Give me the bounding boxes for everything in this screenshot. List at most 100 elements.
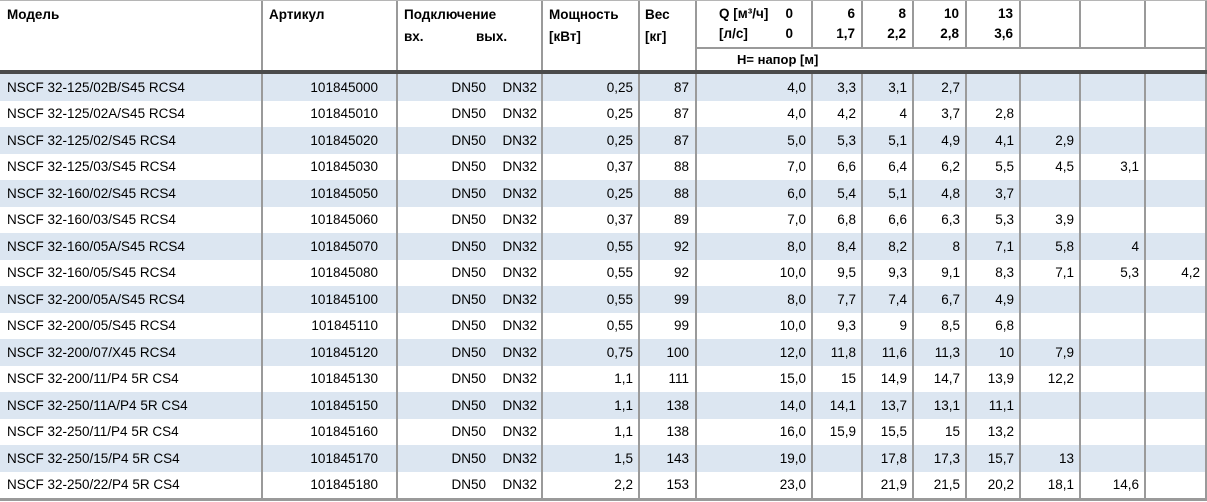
head-cell: 4,2 — [1146, 259, 1207, 286]
table-row: NSCF 32-250/11A/P4 5R CS4 101845150 DN50… — [0, 392, 1207, 419]
head-cell: 11,6 — [863, 339, 914, 366]
head-cell — [813, 471, 863, 498]
inlet-value: DN50 — [451, 344, 486, 360]
head-cell: 8,5 — [914, 312, 967, 339]
head-cell: 5,1 — [863, 127, 914, 154]
outlet-value: DN32 — [502, 265, 537, 281]
head-cell — [1146, 74, 1207, 101]
model-cell: NSCF 32-125/03/S45 RCS4 — [0, 153, 263, 180]
header-flow-col: 8 2,2 — [863, 1, 914, 49]
weight-cell: 92 — [640, 233, 697, 260]
head-cell: 19,0 — [697, 445, 813, 472]
outlet-value: DN32 — [502, 212, 537, 228]
head-cell — [1146, 392, 1207, 419]
flow-q-value: 13 — [997, 6, 1013, 21]
head-cell: 5,3 — [967, 206, 1021, 233]
model-cell: NSCF 32-250/11/P4 5R CS4 — [0, 418, 263, 445]
power-cell: 1,5 — [543, 445, 640, 472]
connection-cell: DN50 DN32 — [398, 180, 543, 207]
outlet-value: DN32 — [502, 106, 537, 122]
head-cell: 6,2 — [914, 153, 967, 180]
connection-cell: DN50 DN32 — [398, 100, 543, 127]
head-cell — [1081, 418, 1146, 445]
outlet-value: DN32 — [502, 450, 537, 466]
head-cell — [1021, 74, 1081, 101]
head-cell: 7,1 — [967, 233, 1021, 260]
head-cell: 6,0 — [697, 180, 813, 207]
model-cell: NSCF 32-125/02B/S45 RCS4 — [0, 74, 263, 101]
outlet-value: DN32 — [502, 344, 537, 360]
power-cell: 0,25 — [543, 180, 640, 207]
head-cell: 5,4 — [813, 180, 863, 207]
power-cell: 0,25 — [543, 100, 640, 127]
inlet-value: DN50 — [451, 371, 486, 387]
table-row: NSCF 32-250/15/P4 5R CS4 101845170 DN50 … — [0, 445, 1207, 472]
head-cell — [1021, 418, 1081, 445]
head-cell: 8,2 — [863, 233, 914, 260]
power-cell: 0,37 — [543, 153, 640, 180]
head-cell: 3,1 — [863, 74, 914, 101]
head-cell: 6,8 — [967, 312, 1021, 339]
connection-cell: DN50 DN32 — [398, 286, 543, 313]
head-cell — [1146, 312, 1207, 339]
head-cell: 7,0 — [697, 206, 813, 233]
header-flow-q0: Q [м³/ч] 0 [л/с] 0 — [697, 1, 813, 49]
head-cell: 9,1 — [914, 259, 967, 286]
weight-cell: 99 — [640, 286, 697, 313]
head-cell — [1081, 445, 1146, 472]
outlet-value: DN32 — [502, 238, 537, 254]
head-cell: 3,3 — [813, 74, 863, 101]
connection-cell: DN50 DN32 — [398, 339, 543, 366]
head-cell: 11,1 — [967, 392, 1021, 419]
head-cell: 7,0 — [697, 153, 813, 180]
article-cell: 101845030 — [263, 153, 398, 180]
head-cell — [1081, 100, 1146, 127]
power-cell: 0,55 — [543, 233, 640, 260]
head-cell — [1081, 312, 1146, 339]
head-cell: 14,6 — [1081, 471, 1146, 498]
table-row: NSCF 32-160/05/S45 RCS4 101845080 DN50 D… — [0, 259, 1207, 286]
outlet-value: DN32 — [502, 371, 537, 387]
weight-cell: 138 — [640, 392, 697, 419]
article-cell: 101845160 — [263, 418, 398, 445]
head-cell: 3,7 — [967, 180, 1021, 207]
head-cell: 4 — [1081, 233, 1146, 260]
power-cell: 1,1 — [543, 365, 640, 392]
head-cell: 5,8 — [1021, 233, 1081, 260]
head-cell: 3,9 — [1021, 206, 1081, 233]
flow-ls-label: [л/с] — [719, 26, 748, 41]
head-cell: 13 — [1021, 445, 1081, 472]
model-cell: NSCF 32-200/05/S45 RCS4 — [0, 312, 263, 339]
head-cell: 14,7 — [914, 365, 967, 392]
head-cell: 4,2 — [813, 100, 863, 127]
outlet-value: DN32 — [502, 424, 537, 440]
connection-cell: DN50 DN32 — [398, 418, 543, 445]
head-cell: 6,6 — [813, 153, 863, 180]
head-cell: 12,0 — [697, 339, 813, 366]
head-cell: 12,2 — [1021, 365, 1081, 392]
head-cell: 9 — [863, 312, 914, 339]
flow-q-value: 8 — [898, 6, 906, 21]
head-cell — [1081, 392, 1146, 419]
header-model-label: Модель — [7, 7, 60, 22]
head-cell: 15,9 — [813, 418, 863, 445]
head-cell: 15,0 — [697, 365, 813, 392]
head-cell — [1021, 100, 1081, 127]
head-cell: 9,3 — [863, 259, 914, 286]
connection-cell: DN50 DN32 — [398, 259, 543, 286]
header-flow-col — [1021, 1, 1081, 49]
outlet-value: DN32 — [502, 185, 537, 201]
head-cell: 16,0 — [697, 418, 813, 445]
head-cell: 4 — [863, 100, 914, 127]
head-cell: 6,3 — [914, 206, 967, 233]
connection-cell: DN50 DN32 — [398, 153, 543, 180]
head-cell: 5,3 — [1081, 259, 1146, 286]
header-power-unit: [кВт] — [549, 29, 581, 44]
weight-cell: 88 — [640, 180, 697, 207]
article-cell: 101845130 — [263, 365, 398, 392]
head-cell: 18,1 — [1021, 471, 1081, 498]
connection-cell: DN50 DN32 — [398, 127, 543, 154]
flow-q-line: Q [м³/ч] 0 — [719, 4, 793, 24]
article-cell: 101845120 — [263, 339, 398, 366]
